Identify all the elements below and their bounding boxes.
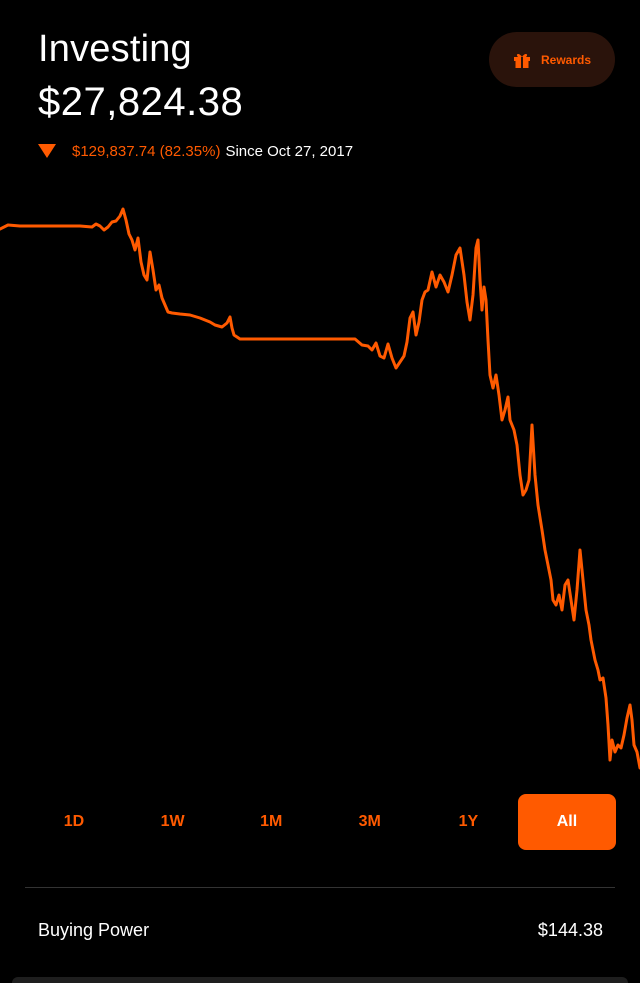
range-1w-button[interactable]: 1W [124, 794, 222, 850]
range-1d-button[interactable]: 1D [25, 794, 123, 850]
change-amount: $129,837.74 (82.35%) [72, 142, 221, 160]
rewards-label: Rewards [540, 52, 592, 67]
buying-power-label: Buying Power [38, 920, 150, 940]
page-title: Investing [38, 28, 192, 70]
time-range-selector: 1D 1W 1M 3M 1Y All [25, 794, 616, 850]
portfolio-line [0, 207, 640, 770]
range-all-button[interactable]: All [517, 794, 616, 850]
divider [25, 887, 615, 888]
gift-icon [513, 53, 530, 68]
buying-power-row[interactable]: Buying Power $144.38 [38, 920, 603, 941]
range-1y-button[interactable]: 1Y [419, 794, 517, 850]
down-arrow-icon [38, 144, 56, 158]
portfolio-change: $129,837.74 (82.35%) Since Oct 27, 2017 [38, 141, 353, 161]
change-since-date: Since Oct 27, 2017 [225, 142, 354, 160]
bottom-card-edge [12, 977, 628, 983]
rewards-button[interactable]: Rewards [489, 32, 615, 87]
range-3m-button[interactable]: 3M [321, 794, 419, 850]
portfolio-value: $27,824.38 [38, 80, 244, 124]
buying-power-value: $144.38 [537, 920, 603, 940]
range-1m-button[interactable]: 1M [222, 794, 320, 850]
